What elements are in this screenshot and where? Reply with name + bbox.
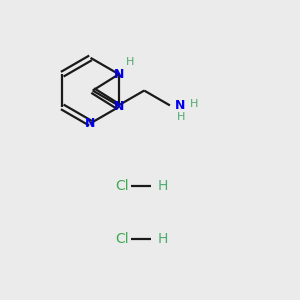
Text: N: N [114, 68, 124, 81]
Text: N: N [85, 117, 96, 130]
Text: H: H [190, 99, 198, 109]
Text: H: H [158, 179, 168, 193]
Text: H: H [177, 112, 185, 122]
Text: Cl: Cl [116, 232, 129, 246]
Text: N: N [174, 99, 185, 112]
Text: Cl: Cl [116, 179, 129, 193]
Text: H: H [126, 57, 134, 67]
Text: H: H [158, 232, 168, 246]
Text: N: N [114, 100, 124, 113]
